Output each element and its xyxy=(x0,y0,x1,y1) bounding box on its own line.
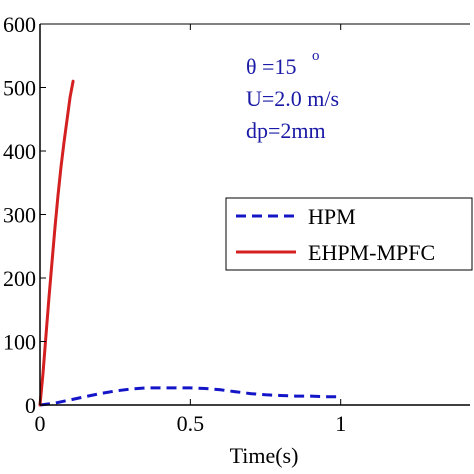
annotation-degree: o xyxy=(312,48,320,64)
series-line-ehpm-mpfc xyxy=(38,79,75,407)
legend-label-hpm: HPM xyxy=(308,204,356,229)
series-line-hpm xyxy=(39,386,341,407)
y-tick-label: 300 xyxy=(3,203,36,228)
y-tick-label: 200 xyxy=(3,266,36,291)
annotation-block: θ =15 o U=2.0 m/s dp=2mm xyxy=(246,48,339,143)
x-tick-label: 0 xyxy=(35,411,46,436)
y-tick-label: 600 xyxy=(3,12,36,37)
y-tick-label: 400 xyxy=(3,139,36,164)
x-tick-label: 0.5 xyxy=(177,411,205,436)
annotation-velocity: U=2.0 m/s xyxy=(246,86,339,111)
annotation-diameter: dp=2mm xyxy=(246,118,326,143)
x-tick-label: 1 xyxy=(335,411,346,436)
y-tick-label: 500 xyxy=(3,76,36,101)
annotation-theta: θ =15 xyxy=(246,54,296,79)
ticks: 0 0.5 1 0 100 200 300 400 500 600 xyxy=(3,12,346,436)
y-tick-label: 0 xyxy=(25,393,36,418)
legend-box xyxy=(225,197,473,271)
y-tick-label: 100 xyxy=(3,330,36,355)
legend: HPM EHPM-MPFC xyxy=(225,197,473,271)
x-axis-title: Time(s) xyxy=(230,443,299,468)
legend-label-ehpm: EHPM-MPFC xyxy=(308,240,435,265)
